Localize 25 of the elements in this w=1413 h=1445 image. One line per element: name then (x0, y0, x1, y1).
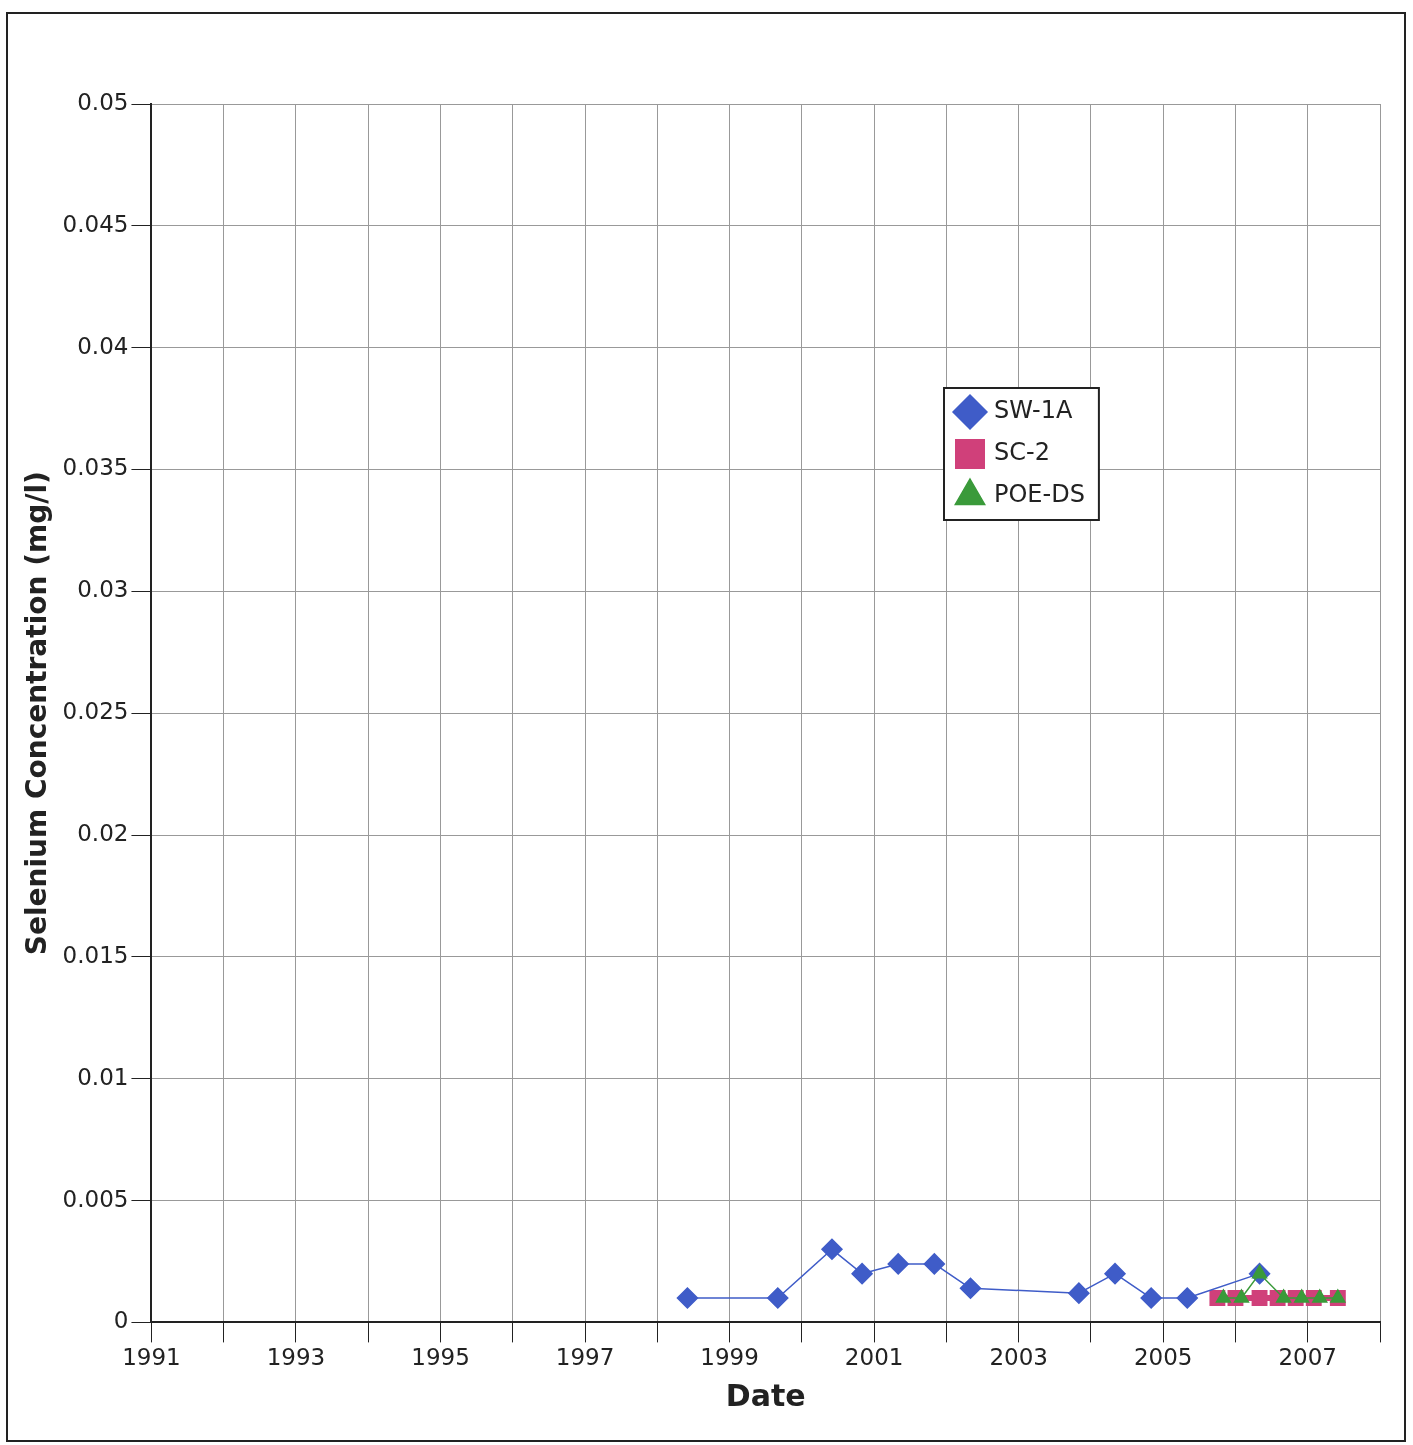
x-tick-label: 1995 (411, 1344, 470, 1371)
x-axis-title: Date (725, 1377, 806, 1413)
y-tick-label: 0.015 (62, 941, 129, 968)
y-tick-label: 0.05 (77, 88, 129, 115)
y-axis-title: Selenium Concentration (mg/l) (20, 471, 54, 956)
x-tick-label: 1999 (700, 1344, 759, 1371)
x-tick-label: 2001 (844, 1344, 904, 1371)
y-tick-label: 0.04 (77, 332, 129, 359)
y-tick-label: 0.035 (62, 454, 129, 481)
y-tick-label: 0.025 (62, 698, 129, 725)
y-tick-label: 0 (113, 1307, 129, 1334)
y-tick-label: 0.005 (62, 1185, 129, 1212)
x-tick-label: 1993 (266, 1344, 326, 1371)
y-tick-label: 0.01 (77, 1063, 129, 1090)
y-tick-label: 0.045 (62, 210, 129, 237)
x-tick-label: 1991 (122, 1344, 181, 1371)
legend-label: POE-DS (994, 480, 1085, 509)
x-tick-label: 2005 (1133, 1344, 1193, 1371)
y-tick-label: 0.03 (77, 576, 129, 603)
x-tick-label: 1997 (555, 1344, 615, 1371)
x-tick-label: 2003 (989, 1344, 1048, 1371)
legend-label: SC-2 (994, 438, 1050, 467)
legend-label: SW-1A (994, 396, 1073, 425)
x-tick-label: 2007 (1278, 1344, 1338, 1371)
y-tick-label: 0.02 (77, 820, 129, 847)
